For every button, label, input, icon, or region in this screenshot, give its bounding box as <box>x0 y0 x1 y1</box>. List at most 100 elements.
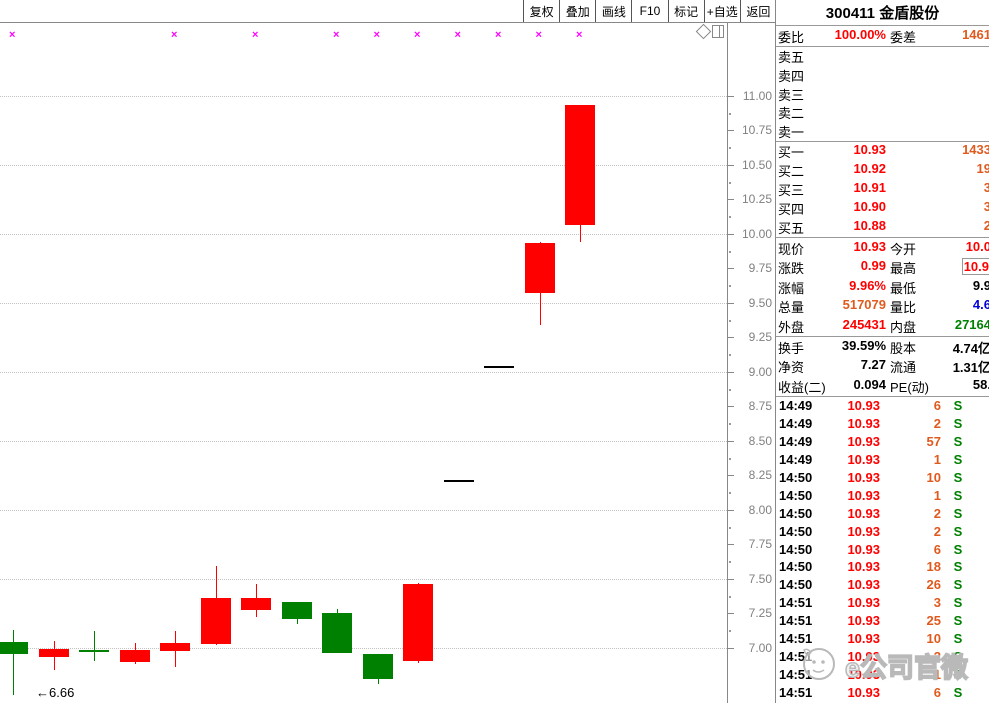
price-gridline <box>0 441 727 442</box>
axis-minor-tick <box>729 113 731 115</box>
quote-label-2: 内盘 <box>890 319 917 335</box>
sell-level-row: 卖三 <box>776 85 989 104</box>
axis-tick <box>728 544 734 545</box>
buy-level-label: 买四 <box>778 202 805 217</box>
btn-drawline[interactable]: 画线 <box>595 0 632 22</box>
panel-divider <box>776 141 989 142</box>
signal-x-mark: × <box>495 29 502 41</box>
trade-price: 10.93 <box>847 469 880 485</box>
kline-chart[interactable]: 11.00 10.75 10.50 10.25 10.00 9.75 9.50 9.25 9.0… <box>0 0 776 703</box>
chart-low-annotation: ←6.66 <box>36 685 75 700</box>
weibi-row: 委比 100.00% 委差 1461 <box>776 27 989 46</box>
trade-row: 14:50 10.93 2 S <box>776 506 989 524</box>
sell-level-row: 卖五 <box>776 47 989 66</box>
tick-trade-list[interactable]: 14:49 10.93 6 S 14:49 10.93 2 S 14:49 10.93 57 S 14:… <box>776 398 989 703</box>
btn-overlay[interactable]: 叠加 <box>559 0 596 22</box>
axis-tick <box>728 303 734 304</box>
quote-value-2: 9.9 <box>972 277 989 293</box>
buy-level-row: 买四 10.90 3 <box>776 199 989 218</box>
axis-minor-tick <box>729 182 731 184</box>
buy-level-price: 10.90 <box>853 199 886 214</box>
quote-label-2: 最低 <box>890 280 917 296</box>
axis-label: 7.00 <box>748 641 772 655</box>
trade-time: 14:49 <box>779 398 813 413</box>
trade-price: 10.93 <box>847 667 880 683</box>
axis-tick <box>728 268 734 269</box>
axis-minor-tick <box>729 216 731 218</box>
trade-price: 10.93 <box>847 541 880 557</box>
trade-time: 14:50 <box>779 559 813 575</box>
axis-minor-tick <box>729 354 731 356</box>
trade-row: 14:50 10.93 18 S <box>776 559 989 577</box>
panel-divider <box>776 46 989 47</box>
axis-minor-tick <box>729 492 731 494</box>
weicha-value: 1461 <box>962 27 989 42</box>
signal-x-mark: × <box>414 29 421 41</box>
axis-label: 11.00 <box>742 89 772 103</box>
axis-tick <box>728 475 734 476</box>
sell-level-label: 卖五 <box>778 50 805 65</box>
quote-row: 涨幅 9.96% 最低 9.9 <box>776 278 989 297</box>
candle-body <box>281 602 312 619</box>
quote-row: 涨跌 0.99 最高 10.9 <box>776 258 989 277</box>
axis-tick <box>728 406 734 407</box>
candle-body <box>200 598 231 644</box>
axis-minor-tick <box>729 320 731 322</box>
quote-value: 10.93 <box>853 239 886 254</box>
sell-level-label: 卖一 <box>778 125 805 141</box>
chart-top-border <box>0 22 776 23</box>
trade-time: 14:50 <box>779 541 813 557</box>
trade-volume: 1 <box>933 667 941 683</box>
candle-body <box>119 650 150 663</box>
quote-value-2: 10.0 <box>965 239 989 254</box>
trade-time: 14:51 <box>779 685 813 701</box>
buy-level-row: 买一 10.93 1433 <box>776 142 989 161</box>
trade-volume: 2 <box>933 415 941 431</box>
trade-volume: 2 <box>933 505 941 521</box>
buy-level-row: 买三 10.91 3 <box>776 180 989 199</box>
candle-body <box>362 654 393 679</box>
candle-body <box>403 584 433 662</box>
btn-mark[interactable]: 标记 <box>667 0 704 22</box>
fundamental-value-2: 1.31亿 <box>952 360 989 376</box>
price-gridline <box>0 165 727 166</box>
candle-body <box>79 650 109 652</box>
signal-x-mark: × <box>252 29 259 41</box>
quote-row: 现价 10.93 今开 10.0 <box>776 239 989 258</box>
quote-label: 总量 <box>778 300 805 316</box>
btn-fuquan[interactable]: 复权 <box>523 0 560 22</box>
split-window-icon[interactable] <box>712 25 724 38</box>
trade-flag: S <box>953 667 963 683</box>
fundamental-value-2: 4.74亿 <box>952 341 989 356</box>
axis-minor-tick <box>729 561 731 563</box>
axis-minor-tick <box>729 389 731 391</box>
trade-price: 10.93 <box>847 398 880 413</box>
buy-level-row: 买五 10.88 2 <box>776 218 989 237</box>
buy-levels: 买一 10.93 1433 买二 10.92 19 买三 10.91 3 买四 10.90 3 买五 10… <box>776 142 989 237</box>
btn-f10[interactable]: F10 <box>631 0 668 22</box>
quote-label: 涨跌 <box>778 261 805 277</box>
trade-volume: 10 <box>926 631 941 647</box>
buy-level-label: 买五 <box>778 221 805 236</box>
trade-flag: S <box>953 685 963 701</box>
buy-level-label: 买二 <box>778 164 805 179</box>
axis-tick <box>728 648 734 649</box>
axis-tick <box>728 441 734 442</box>
trade-price: 10.93 <box>847 523 880 539</box>
buy-level-price: 10.93 <box>853 142 886 157</box>
axis-tick <box>728 613 734 614</box>
btn-back[interactable]: 返回 <box>739 0 776 22</box>
quote-label-2: 量比 <box>890 300 917 316</box>
panel-divider <box>776 25 989 26</box>
weicha-label: 委差 <box>890 30 917 45</box>
trade-row: 14:50 10.93 2 S <box>776 524 989 542</box>
btn-add-watchlist[interactable]: +自选 <box>703 0 740 22</box>
axis-label: 8.50 <box>748 434 772 448</box>
trade-price: 10.93 <box>847 631 880 647</box>
axis-label: 9.00 <box>748 365 772 379</box>
trade-flag: S <box>953 433 963 449</box>
trade-time: 14:49 <box>779 433 813 449</box>
trade-flag: S <box>953 595 963 611</box>
axis-label: 10.75 <box>741 123 772 137</box>
